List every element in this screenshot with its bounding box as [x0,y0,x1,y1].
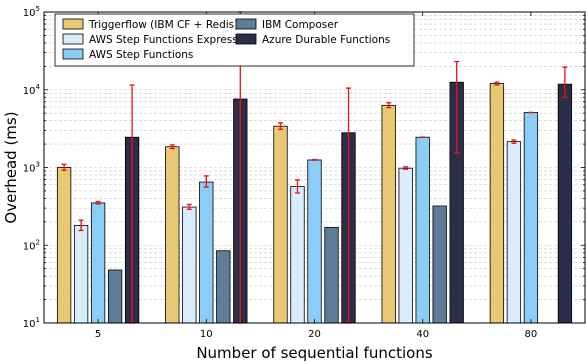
bar [398,167,413,324]
y-tick-label: 104 [23,83,41,97]
tick-labels: 101 102 103 104 105 5 10 20 40 80 [23,5,537,340]
legend-item: IBM Composer [235,18,339,31]
bar [557,83,573,324]
legend-label: AWS Step Functions Express [89,34,238,46]
bar [182,206,197,324]
legend-item: AWS Step Functions Express [62,33,238,46]
legend-box [54,13,415,67]
bar [90,202,106,324]
x-axis-title: Number of sequential functions [196,344,433,362]
x-tick-label: 10 [200,329,213,340]
y-tick-label: 103 [23,161,40,175]
bar [273,125,288,324]
bar [324,226,339,324]
bar [107,269,123,324]
bar [381,104,396,324]
x-tick-label: 40 [416,329,429,340]
x-tick-label: 80 [525,329,538,340]
axis-ticks [44,12,585,324]
bar [165,146,180,324]
bar [199,181,214,324]
x-tick-label: 20 [308,329,321,340]
legend-item: AWS Step Functions [62,48,193,61]
legend: Triggerflow (IBM CF + Redis) AWS Step Fun… [54,13,415,67]
legend-item: Azure Durable Functions [235,33,390,46]
bar [73,225,89,324]
y-axis-title: Overhead (ms) [2,111,20,223]
legend-swatch [62,33,84,45]
bar [415,136,430,324]
x-tick-label: 5 [95,329,101,340]
legend-label: AWS Step Functions [89,49,193,61]
bar [290,186,305,324]
legend-swatch [62,18,84,30]
y-tick-label: 105 [23,5,40,19]
bar [523,112,539,324]
legend-label: Triggerflow (IBM CF + Redis) [88,19,238,31]
bar [307,159,322,324]
bar [56,167,72,324]
legend-label: IBM Composer [262,19,339,31]
bar [216,250,231,324]
bar [489,83,505,324]
legend-item: Triggerflow (IBM CF + Redis) [62,18,238,31]
legend-label: Azure Durable Functions [262,34,390,46]
bar [506,141,522,324]
bars [56,81,573,324]
y-tick-label: 102 [23,238,40,252]
legend-swatch [235,18,257,30]
y-tick-label: 101 [23,316,40,330]
legend-swatch [235,33,257,45]
bar [432,205,447,324]
legend-swatch [62,48,84,60]
